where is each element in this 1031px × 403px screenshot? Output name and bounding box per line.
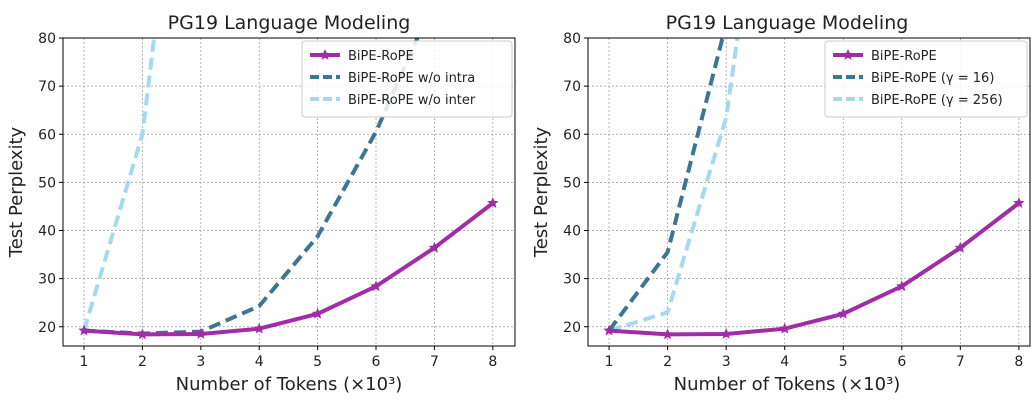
- y-tick-label: 50: [563, 175, 581, 191]
- y-tick-label: 80: [563, 31, 581, 47]
- point-marker: [603, 324, 615, 336]
- series-line: [607, 38, 725, 332]
- legend-label: BiPE-RoPE w/o intra: [348, 71, 475, 86]
- x-tick-label: 5: [839, 354, 848, 370]
- chart-title: PG19 Language Modeling: [168, 12, 411, 34]
- y-tick-label: 40: [563, 224, 581, 240]
- y-tick-label: 30: [38, 272, 56, 288]
- point-marker: [78, 324, 90, 336]
- x-axis-label: Number of Tokens (×10³): [674, 374, 901, 395]
- chart-title: PG19 Language Modeling: [666, 12, 909, 34]
- legend-marker: [319, 49, 331, 60]
- y-tick-label: 60: [38, 127, 56, 143]
- series-line: [82, 38, 157, 332]
- y-tick-label: 20: [38, 320, 56, 336]
- x-axis-label: Number of Tokens (×10³): [176, 374, 403, 395]
- plot-frame: [587, 37, 1031, 347]
- legend-label: BiPE-RoPE: [348, 49, 414, 64]
- plot-lines: [603, 38, 1025, 340]
- y-axis-label: Test Perplexity: [6, 126, 27, 258]
- legend-label: BiPE-RoPE w/o inter: [348, 93, 476, 108]
- x-tick-label: 5: [313, 354, 322, 370]
- y-tick-label: 40: [38, 224, 56, 240]
- x-tick-label: 7: [956, 354, 965, 370]
- series-line: [83, 38, 420, 336]
- y-tick-label: 80: [38, 31, 56, 47]
- y-tick-label: 70: [563, 79, 581, 95]
- point-marker: [136, 328, 149, 340]
- point-marker: [428, 241, 441, 253]
- point-marker: [779, 322, 791, 334]
- y-axis-label: Test Perplexity: [531, 126, 552, 258]
- x-tick-label: 8: [1014, 354, 1023, 370]
- point-marker: [370, 280, 382, 292]
- x-tick-label: 6: [897, 354, 906, 370]
- x-tick-label: 2: [138, 354, 147, 370]
- series-line: [608, 38, 740, 333]
- y-tick-label: 30: [563, 272, 581, 288]
- point-marker: [661, 328, 674, 340]
- legend-label: BiPE-RoPE (γ = 16): [871, 71, 994, 86]
- x-tick-label: 4: [780, 354, 789, 370]
- point-marker: [1013, 197, 1025, 208]
- x-tick-label: 4: [255, 354, 264, 370]
- legend-marker: [842, 49, 854, 60]
- point-marker: [311, 307, 324, 319]
- x-tick-label: 1: [605, 354, 614, 370]
- x-tick-label: 1: [80, 354, 89, 370]
- x-tick-label: 2: [663, 354, 672, 370]
- point-marker: [253, 322, 265, 334]
- legend-label: BiPE-RoPE: [871, 49, 937, 64]
- legend-box: [301, 40, 513, 118]
- point-marker: [720, 328, 732, 339]
- point-marker: [837, 307, 849, 319]
- plot-frame: [62, 37, 516, 347]
- legend-box: [824, 40, 1028, 118]
- legend-label: BiPE-RoPE (γ = 256): [871, 93, 1003, 108]
- x-tick-label: 8: [488, 354, 497, 370]
- x-tick-label: 3: [722, 354, 731, 370]
- x-tick-label: 6: [372, 354, 381, 370]
- y-tick-label: 70: [38, 79, 56, 95]
- point-marker: [896, 280, 908, 292]
- series-line: [83, 201, 495, 337]
- x-tick-label: 3: [196, 354, 205, 370]
- y-tick-label: 50: [38, 175, 56, 191]
- point-marker: [954, 241, 966, 253]
- series-line: [608, 201, 1021, 337]
- plot-lines: [78, 38, 499, 340]
- x-tick-label: 7: [430, 354, 439, 370]
- point-marker: [195, 328, 207, 339]
- point-marker: [487, 197, 499, 208]
- y-tick-label: 20: [563, 320, 581, 336]
- y-tick-label: 60: [563, 127, 581, 143]
